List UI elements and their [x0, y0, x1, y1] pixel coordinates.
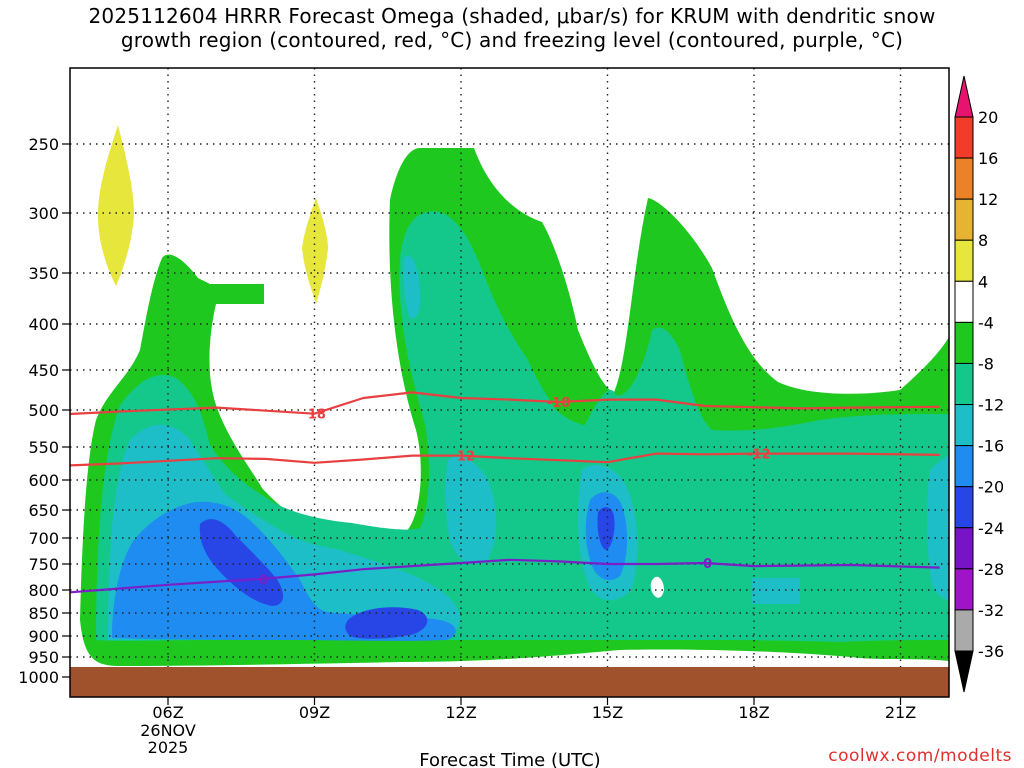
- x-tick-label: 21Z: [885, 703, 916, 722]
- contour-label: 0: [259, 574, 268, 589]
- y-tick-label: 950: [28, 648, 59, 667]
- colorbar-label: -16: [978, 437, 1004, 456]
- colorbar-label: 20: [978, 108, 998, 127]
- colorbar-segment: [954, 157, 974, 200]
- colorbar-label: -4: [978, 313, 994, 332]
- colorbar-segment: [954, 280, 974, 323]
- colorbar-label: -36: [978, 642, 1004, 661]
- y-tick-label: 600: [28, 471, 59, 490]
- y-tick-label: 500: [28, 401, 59, 420]
- x-tick-label: 15Z: [592, 703, 623, 722]
- colorbar-segment: [954, 445, 974, 488]
- contour-label: -12: [747, 448, 771, 463]
- colorbar-segment: [954, 362, 974, 406]
- colorbar-label: 4: [978, 272, 988, 291]
- colorbar-segment: [954, 239, 974, 282]
- y-tick-label: 250: [28, 135, 59, 154]
- isotherm--18C: [70, 391, 940, 416]
- colorbar-segment: [954, 568, 974, 611]
- y-tick-label: 450: [28, 361, 59, 380]
- colorbar-segment: [954, 198, 974, 241]
- omega-cyan-mid: [445, 456, 497, 564]
- isotherm-0C: [70, 558, 940, 594]
- colorbar-label: -8: [978, 354, 994, 373]
- colorbar-label: -12: [978, 396, 1004, 415]
- date-label-year: 2025: [148, 738, 189, 757]
- contour-label: 0: [703, 557, 712, 572]
- colorbar-bottom-arrow: [954, 650, 974, 693]
- x-tick-label: 18Z: [738, 703, 769, 722]
- colorbar-label: -24: [978, 519, 1004, 538]
- omega-cyan-right: [927, 455, 949, 600]
- x-tick-label: 12Z: [445, 703, 476, 722]
- colorbar-label: -28: [978, 560, 1004, 579]
- colorbar-label: 8: [978, 231, 988, 250]
- omega-blue-left: [112, 501, 456, 641]
- omega-darkblue-lower: [345, 607, 428, 639]
- chart-title-line2: growth region (contoured, red, °C) and f…: [120, 28, 904, 52]
- x-axis-title: Forecast Time (UTC): [419, 750, 600, 768]
- colorbar-segment: [954, 527, 974, 570]
- colorbar-segment: [954, 116, 974, 159]
- y-tick-label: 800: [28, 581, 59, 600]
- contour-label: 12: [457, 450, 475, 465]
- omega-darkblue-left: [199, 519, 284, 606]
- omega-yellow-left: [98, 125, 134, 286]
- colorbar-label: 16: [978, 149, 998, 168]
- omega-cyan-box: [752, 578, 800, 604]
- y-tick-label: 350: [28, 264, 59, 283]
- y-tick-label: 1000: [18, 668, 59, 687]
- y-tick-label: 900: [28, 627, 59, 646]
- omega-seagreen-large: [96, 211, 949, 642]
- date-label-day: 26NOV: [140, 721, 196, 740]
- site-credit: coolwx.com/modelts: [828, 746, 1012, 766]
- y-tick-label: 300: [28, 204, 59, 223]
- contour-label: -18: [547, 396, 571, 411]
- x-tick-label: 09Z: [299, 703, 330, 722]
- omega-white-hole: [650, 576, 664, 598]
- chart-title-line1: 2025112604 HRRR Forecast Omega (shaded, …: [88, 4, 936, 28]
- y-tick-label: 700: [28, 529, 59, 548]
- colorbar-top-arrow: [954, 75, 974, 118]
- colorbar-segment: [954, 404, 974, 447]
- y-tick-label: 650: [28, 501, 59, 520]
- colorbar-segment: [954, 609, 974, 652]
- colorbar-label: 12: [978, 190, 998, 209]
- y-tick-label: 400: [28, 315, 59, 334]
- colorbar-label: -32: [978, 601, 1004, 620]
- y-tick-label: 850: [28, 604, 59, 623]
- colorbar-segment: [954, 486, 974, 529]
- contour-label: 18: [308, 408, 326, 423]
- y-tick-label: 750: [28, 555, 59, 574]
- isotherm--12C: [70, 452, 940, 467]
- colorbar-label: -20: [978, 478, 1004, 497]
- x-tick-label: 06Z: [152, 703, 183, 722]
- terrain-ground: [70, 667, 949, 697]
- plot-frame: [69, 67, 950, 698]
- omega-darkblue-center: [597, 507, 615, 550]
- colorbar-segment: [954, 321, 974, 364]
- omega-cyan-upper: [403, 255, 421, 319]
- y-tick-label: 550: [28, 438, 59, 457]
